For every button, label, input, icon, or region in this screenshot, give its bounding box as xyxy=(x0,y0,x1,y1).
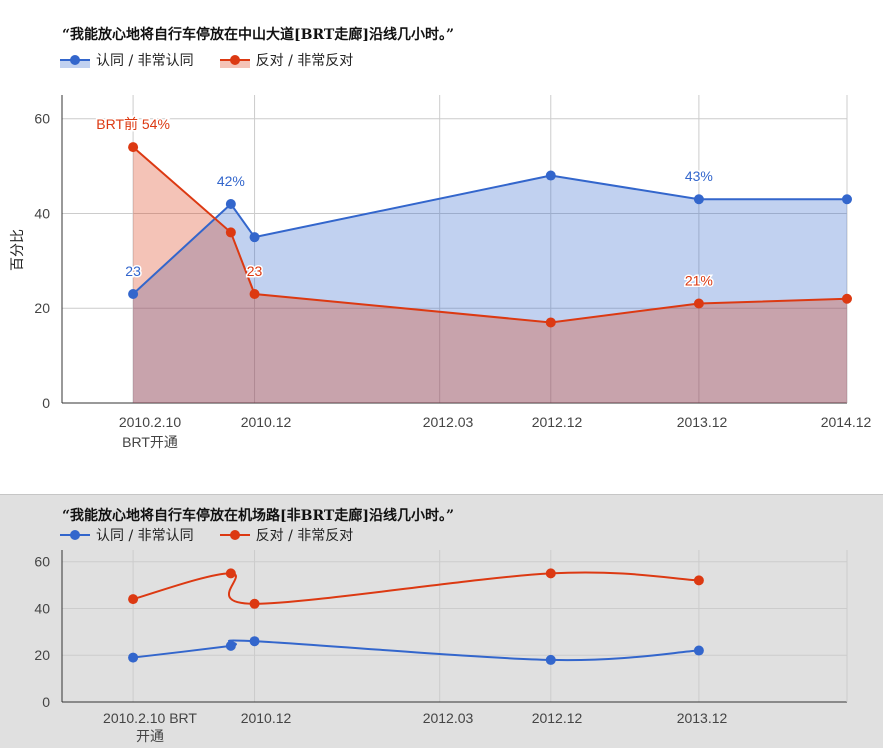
point-agree xyxy=(693,194,704,205)
data-label: 42% xyxy=(217,173,245,189)
area-oppose xyxy=(133,147,847,403)
point-agree xyxy=(249,232,260,243)
y-tick-label: 40 xyxy=(34,205,50,221)
bottom-chart-title: “我能放心地将自行车停放在机场路[非BRT走廊]沿线几小时。” xyxy=(62,508,454,524)
point-oppose xyxy=(693,298,704,309)
data-label: 21% xyxy=(685,272,713,288)
x-tick-label: 2013.12 xyxy=(677,414,728,430)
point-oppose xyxy=(249,289,260,300)
x-tick-label: 2012.12 xyxy=(532,414,583,430)
legend-oppose-label: 反对 / 非常反对 xyxy=(255,53,354,69)
point-agree xyxy=(225,640,236,651)
point-oppose xyxy=(128,594,139,605)
data-label: 43% xyxy=(685,168,713,184)
area-agree xyxy=(133,175,847,403)
y-tick-label: 40 xyxy=(34,600,50,616)
x-tick-label: 2010.12 xyxy=(241,414,292,430)
x-tick-label: 2010.12 xyxy=(241,710,292,726)
point-agree xyxy=(545,170,556,181)
legend-item-agree-bottom[interactable]: 认同 / 非常认同 xyxy=(60,525,194,545)
legend-oppose-label-bottom: 反对 / 非常反对 xyxy=(255,528,354,544)
point-oppose xyxy=(225,568,236,579)
bottom-chart-panel: “我能放心地将自行车停放在机场路[非BRT走廊]沿线几小时。” 认同 / 非常认… xyxy=(0,494,883,748)
point-agree xyxy=(693,645,704,656)
x-tick-label: 2010.2.10 BRT xyxy=(103,710,197,726)
y-tick-label: 20 xyxy=(34,647,50,663)
bottom-chart-legend: 认同 / 非常认同 反对 / 非常反对 xyxy=(60,525,379,545)
legend-agree-swatch-bottom xyxy=(60,530,90,540)
line-agree xyxy=(132,639,699,662)
point-oppose xyxy=(225,227,236,238)
top-chart-legend: 认同 / 非常认同 反对 / 非常反对 xyxy=(60,50,379,70)
y-tick-label: 0 xyxy=(42,395,50,411)
point-oppose xyxy=(545,568,556,579)
y-tick-label: 20 xyxy=(34,300,50,316)
x-tick-label: 2013.12 xyxy=(677,710,728,726)
legend-item-oppose[interactable]: 反对 / 非常反对 xyxy=(219,50,354,70)
point-oppose xyxy=(128,142,139,153)
x-tick-label: 2014.12 xyxy=(821,414,872,430)
line-oppose xyxy=(132,571,699,605)
line-oppose xyxy=(132,146,848,324)
point-agree xyxy=(128,652,139,663)
point-agree xyxy=(249,636,260,647)
point-agree xyxy=(225,198,236,209)
x-tick-label: 2012.03 xyxy=(423,710,474,726)
x-tick-label: 2010.2.10 xyxy=(119,414,181,430)
x-tick-label: BRT开通 xyxy=(122,434,178,450)
legend-agree-label: 认同 / 非常认同 xyxy=(96,53,194,69)
point-oppose xyxy=(842,293,852,304)
point-agree xyxy=(545,654,556,665)
y-axis-title: 百分比 xyxy=(10,229,26,271)
legend-agree-label-bottom: 认同 / 非常认同 xyxy=(96,528,194,544)
point-oppose xyxy=(249,598,260,609)
y-tick-label: 60 xyxy=(34,554,50,570)
point-oppose xyxy=(693,575,704,586)
legend-oppose-swatch-bottom xyxy=(219,530,250,540)
data-label: BRT前 54% xyxy=(96,116,170,132)
data-label: 23 xyxy=(125,263,141,279)
point-agree xyxy=(128,289,139,300)
data-label: 23 xyxy=(247,263,263,279)
x-tick-label: 2012.12 xyxy=(532,710,583,726)
top-area-chart: 百分比 0 20 40 60 2010.2.10 BRT开通 2010.12 2012.03 2… xyxy=(10,95,872,450)
top-chart-panel: “我能放心地将自行车停放在中山大道[BRT走廊]沿线几小时。” 认同 / 非常认… xyxy=(10,27,872,450)
legend-item-agree[interactable]: 认同 / 非常认同 xyxy=(60,50,194,70)
y-tick-label: 60 xyxy=(34,111,50,127)
x-tick-label: 2012.03 xyxy=(423,414,474,430)
bottom-line-chart: 0 20 40 60 2010.2.10 BRT 开通 2010.12 2012.03 2012… xyxy=(34,550,848,744)
x-tick-label: 开通 xyxy=(136,728,164,744)
legend-item-oppose-bottom[interactable]: 反对 / 非常反对 xyxy=(219,525,354,545)
top-chart-title: “我能放心地将自行车停放在中山大道[BRT走廊]沿线几小时。” xyxy=(62,27,454,43)
legend-oppose-swatch xyxy=(219,55,250,68)
y-tick-label: 0 xyxy=(42,694,50,710)
point-oppose xyxy=(545,317,556,328)
point-agree xyxy=(842,194,852,205)
legend-agree-swatch xyxy=(60,55,90,68)
